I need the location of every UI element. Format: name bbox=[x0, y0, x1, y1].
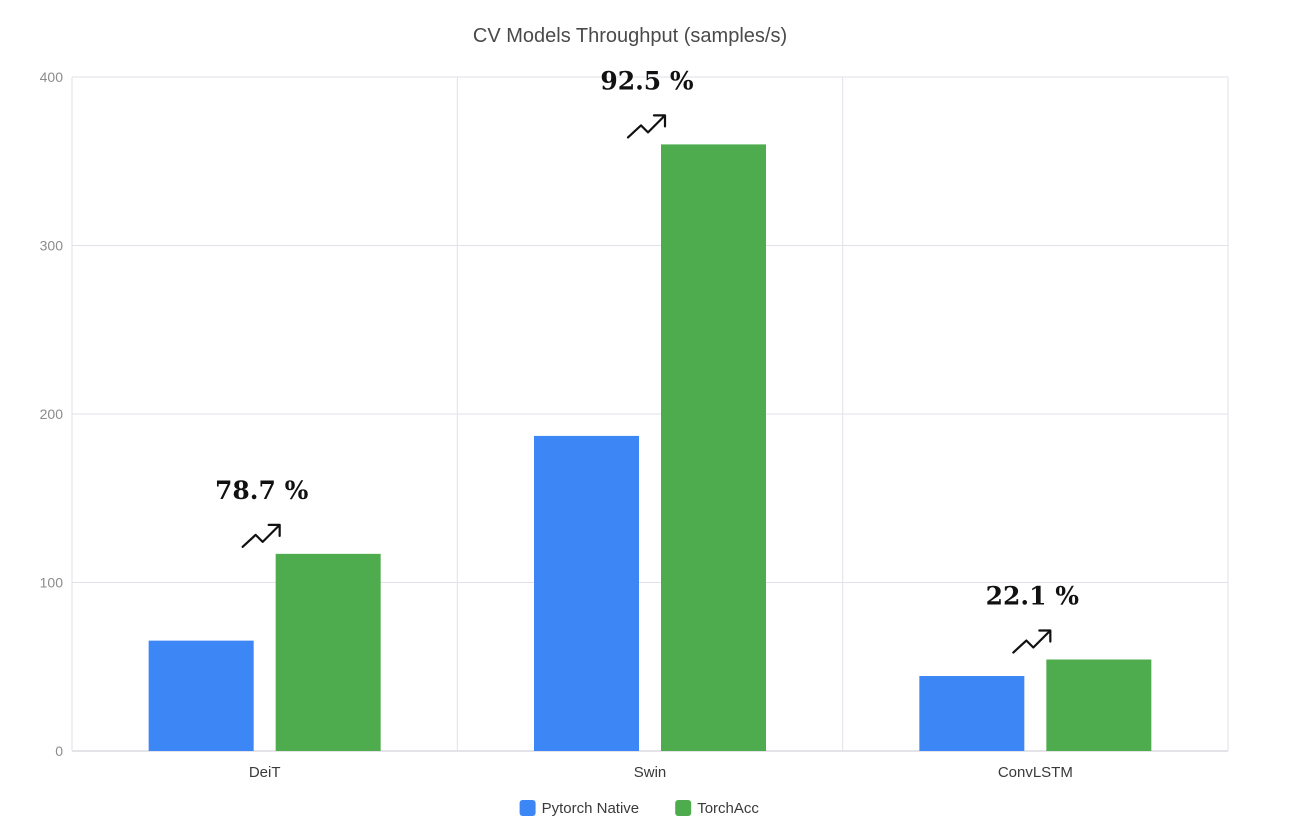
legend-swatch bbox=[675, 800, 692, 816]
legend-label: TorchAcc bbox=[697, 800, 759, 817]
grid-layer bbox=[71, 76, 1229, 752]
legend-swatch bbox=[519, 800, 536, 816]
y-tick-label: 0 bbox=[55, 743, 63, 759]
improvement-label: 92.5 % bbox=[600, 66, 694, 95]
chart-title: CV Models Throughput (samples/s) bbox=[473, 25, 787, 47]
bar-pytorch-native-deit[interactable] bbox=[148, 640, 254, 751]
improvement-label: 78.7 % bbox=[215, 476, 309, 505]
y-tick-label: 400 bbox=[40, 69, 64, 85]
bar-pytorch-native-swin[interactable] bbox=[534, 435, 639, 751]
bar-torchacc-swin[interactable] bbox=[661, 144, 766, 751]
annotation-layer: 78.7 % 92.5 % 22.1 % bbox=[215, 66, 1080, 654]
legend-item-torchacc[interactable]: TorchAcc bbox=[675, 800, 759, 817]
legend[interactable]: Pytorch Native TorchAcc bbox=[519, 800, 760, 817]
improvement-label: 22.1 % bbox=[986, 582, 1080, 611]
bar-torchacc-convlstm[interactable] bbox=[1046, 659, 1152, 751]
x-tick-label: Swin bbox=[634, 764, 667, 781]
y-tick-label: 300 bbox=[40, 238, 64, 254]
bar-pytorch-native-convlstm[interactable] bbox=[919, 676, 1025, 751]
y-tick-label: 200 bbox=[40, 406, 64, 422]
trending-up-arrow-icon bbox=[241, 523, 281, 548]
x-tick-label: DeiT bbox=[249, 764, 281, 781]
y-tick-label: 100 bbox=[40, 575, 64, 591]
trending-up-arrow-icon bbox=[626, 114, 667, 139]
legend-label: Pytorch Native bbox=[542, 800, 640, 817]
axis-labels-layer: 0 100 200 300 400 DeiT Swin ConvLSTM bbox=[40, 69, 1073, 781]
trending-up-arrow-icon bbox=[1012, 629, 1052, 654]
x-tick-label: ConvLSTM bbox=[998, 764, 1073, 781]
bar-torchacc-deit[interactable] bbox=[275, 553, 381, 751]
legend-item-pytorch-native[interactable]: Pytorch Native bbox=[519, 800, 640, 817]
bars-layer bbox=[148, 144, 1152, 751]
